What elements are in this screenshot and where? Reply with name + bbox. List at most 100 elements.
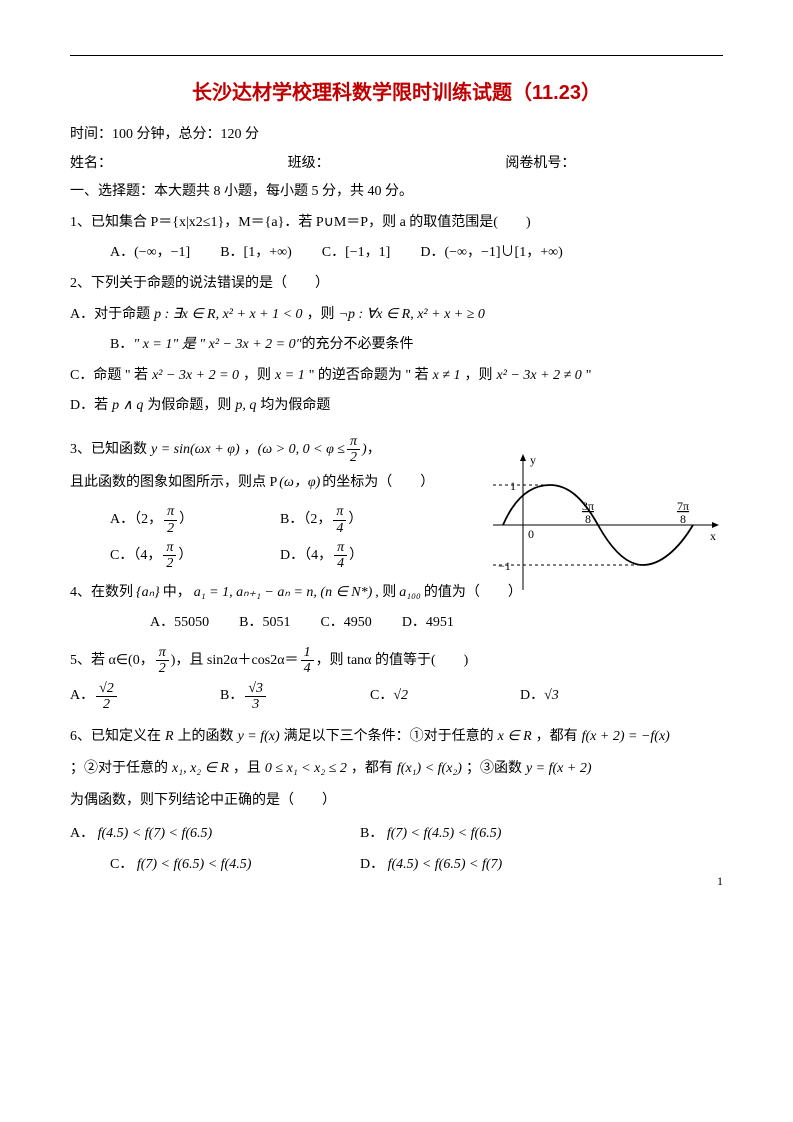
q2-C-eq2: x = 1 [275,363,305,390]
q6-optB: B． f(7) < f(4.5) < f(6.5) [360,821,501,848]
q6-mid1: 上的函数 [178,721,234,753]
q6-yfx2: y = f(x + 2) [526,753,592,785]
q6-eq1: f(x + 2) = −f(x) [582,721,670,753]
tick2-num: 7π [677,499,689,513]
q5-optD-label: D． [520,683,544,710]
q3-comma: ， [367,437,381,464]
q5-f2-num: 1 [301,645,314,661]
q6-opts-row1: A． f(4.5) < f(7) < f(6.5) B． f(7) < f(4.… [70,821,723,848]
x-axis-label: x [710,529,716,543]
q2-A-notp: ¬p : ∀x ∈ R, x² + x + ≥ 0 [339,302,485,329]
q2-B-post: 的充分不必要条件 [302,332,414,359]
q6-B: B． [360,826,383,841]
q6-R: R [165,721,174,753]
q3-optC-frac: π2 [163,540,176,572]
q3-optA-num: π [164,504,177,520]
q3-cond-open: (ω > 0, 0 < φ ≤ [258,437,345,464]
q6-opts-row2: C． f(7) < f(6.5) < f(4.5) D． f(4.5) < f(… [70,852,723,879]
tick1-num: 3π [582,499,594,513]
y-axis-label: y [530,453,536,467]
q5-optC-label: C． [370,683,393,710]
q2-C-pre: C．命题 " 若 [70,363,148,390]
q1-stem: 1、已知集合 P＝{x|x2≤1}，M＝{a}．若 P∪M＝P，则 a 的取值范… [70,210,723,237]
q6-mid6: ，都有 [351,753,393,785]
q3-optA-label: A．（2， [110,507,162,534]
q3-optA-frac: π2 [164,504,177,536]
q5-frac2: 14 [301,645,314,677]
q5-optD: D． √3 [520,683,559,710]
q4-pre: 4、在数列 [70,580,133,607]
q2-D-end: 均为假命题 [260,393,330,420]
q4-optB: B．5051 [239,610,290,637]
q3-optC-den: 2 [163,556,176,571]
q3-cond-pre: ， [244,437,258,464]
q5-optB-frac: √33 [245,681,266,713]
q2-C-mid2: " 的逆否命题为 " 若 [309,363,429,390]
q6-mid4: ；②对于任意的 [70,753,168,785]
label-name: 姓名： [70,151,288,178]
q1-optB: B．[1，+∞) [220,240,292,267]
q3-line2-end: 的坐标为（ ） [322,470,434,497]
q2-D-mid: 为假命题，则 [147,393,231,420]
q2-D-pq2: p, q [235,393,256,420]
q2-A-pre: A．对于命题 [70,302,150,329]
q6-optD-eq: f(4.5) < f(6.5) < f(7) [388,857,503,872]
q1-optD: D．(−∞，−1]∪[1，+∞) [420,240,562,267]
q4-a1: a₁ = 1, aₙ₊₁ − aₙ = n, (n ∈ N*) [194,580,372,607]
top-rule [70,55,723,56]
q6-mid3: ，都有 [536,721,578,753]
q3-optC-label: C．（4， [110,543,161,570]
info-name-row: 姓名： 班级： 阅卷机号： [70,151,723,178]
q6-optA: A． f(4.5) < f(7) < f(6.5) [70,821,360,848]
q3-optC: C．（4， π2 ） [110,540,280,572]
q4-mid1: 中， [163,580,191,607]
page-title: 长沙达材学校理科数学限时训练试题（11.23） [70,74,723,112]
q3-optA: A．（2， π2 ） [110,504,280,536]
sine-graph-svg: y x 0 1 −1 3π 8 7π 8 [488,450,723,595]
tick1-den: 8 [585,512,591,526]
q3-optA-close: ） [179,507,193,534]
q3-optC-close: ） [178,543,192,570]
q5-mid2: ，则 tanα 的值等于( ) [316,648,469,675]
q3-coords: (ω，φ) [279,470,320,497]
q4-optA: A．55050 [150,610,209,637]
q6-C: C． [110,857,133,872]
q6-pre: 6、已知定义在 [70,721,161,753]
q3-frac-num: π [347,434,360,450]
q5-optC-val: √2 [393,683,408,710]
q2-B-cond: " x = 1" 是 " x² − 3x + 2 = 0" [133,332,301,359]
q5-optA: A． √22 [70,681,220,713]
q6-optA-eq: f(4.5) < f(7) < f(6.5) [98,826,213,841]
q4-options: A．55050 B．5051 C．4950 D．4951 [70,610,723,637]
q3-optD-close: ） [349,543,363,570]
q3-pre: 3、已知函数 [70,437,147,464]
q5-optA-den: 2 [96,697,117,712]
q6-mid5: ，且 [233,753,261,785]
q6-A: A． [70,826,94,841]
q4-an: {aₙ} [136,580,160,607]
q6-optC-eq: f(7) < f(6.5) < f(4.5) [137,857,252,872]
q2-optA: A．对于命题 p : ∃x ∈ R, x² + x + 1 < 0 ，则 ¬p … [70,302,723,329]
q3-optD-den: 4 [334,556,347,571]
q6-x1x2: x₁, x₂ ∈ R [172,753,229,785]
q6-optD: D． f(4.5) < f(6.5) < f(7) [360,852,502,879]
q1-optA: A．(−∞，−1] [110,240,190,267]
neg-one-label: −1 [498,559,511,573]
q5-optC: C． √2 [370,683,520,710]
q2-C-eq4: x² − 3x + 2 ≠ 0 [497,363,582,390]
q5-f1-den: 2 [156,661,169,676]
q5-pre: 5、若 α∈(0， [70,648,154,675]
q2-optC: C．命题 " 若 x² − 3x + 2 = 0 ，则 x = 1 " 的逆否命… [70,363,723,390]
info-time-score: 时间：100 分钟，总分：120 分 [70,122,723,149]
q5-options: A． √22 B． √33 C． √2 D． √3 [70,681,723,713]
q5-f2-den: 4 [301,661,314,676]
q5-optB-num: √3 [245,681,266,697]
q1-optC: C．[−1，1] [322,240,391,267]
section-1-header: 一、选择题：本大题共 8 小题，每小题 5 分，共 40 分。 [70,179,723,206]
q6-ineq: f(x₁) < f(x₂) [397,753,462,785]
q3-optB-den: 4 [333,521,346,536]
origin-label: 0 [528,527,534,541]
q5-optB: B． √33 [220,681,370,713]
q5-frac1: π2 [156,645,169,677]
label-class: 班级： [288,151,506,178]
